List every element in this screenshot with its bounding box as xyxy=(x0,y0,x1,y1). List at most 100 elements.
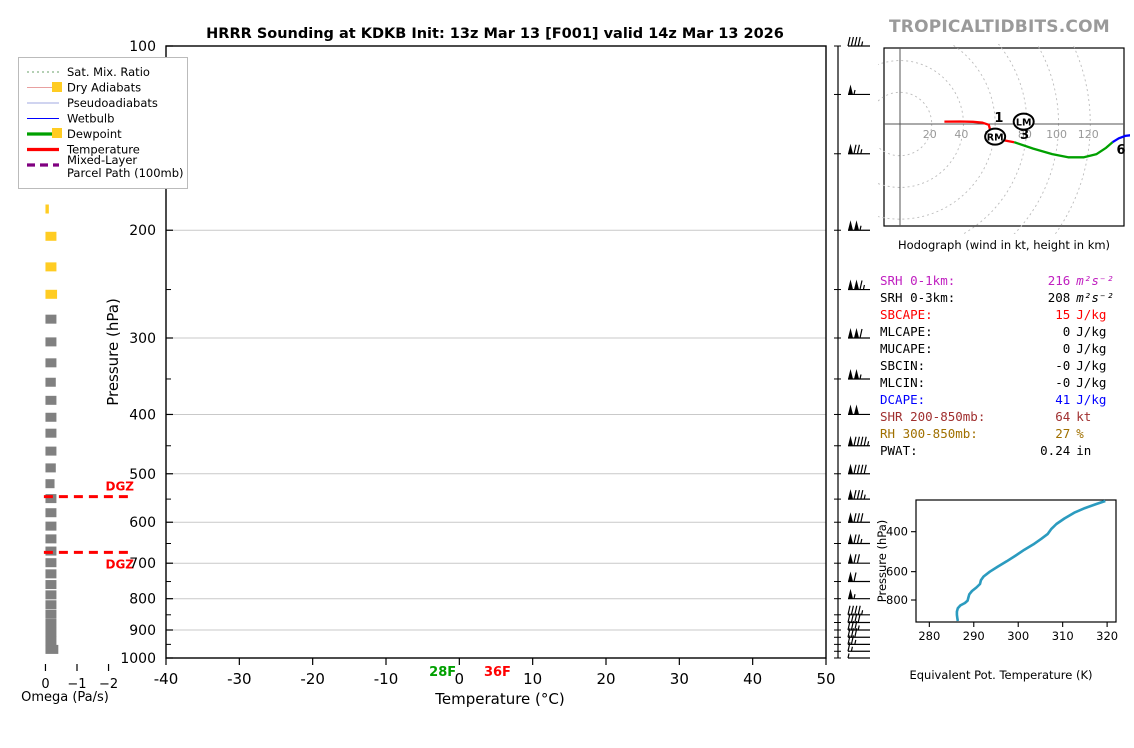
sounding-parameters-table: SRH 0-1km: 216 m²s⁻² SRH 0-3km: 208 m²s⁻² SBCA… xyxy=(880,272,1130,459)
svg-text:LM: LM xyxy=(1016,118,1032,129)
stat-label: MLCAPE: xyxy=(880,323,933,339)
stat-row: MLCAPE: 0 J/kg xyxy=(880,323,1130,340)
svg-text:280: 280 xyxy=(918,629,940,643)
stat-row: SRH 0-1km: 216 m²s⁻² xyxy=(880,272,1130,289)
svg-text:-20: -20 xyxy=(300,670,325,688)
svg-text:700: 700 xyxy=(129,556,156,572)
svg-text:Pressure (hPa): Pressure (hPa) xyxy=(875,520,889,603)
svg-text:Mixed-Layer: Mixed-Layer xyxy=(67,153,137,167)
svg-text:40: 40 xyxy=(743,670,762,688)
svg-text:Pressure (hPa): Pressure (hPa) xyxy=(104,298,122,406)
stat-label: RH 300-850mb: xyxy=(880,425,978,441)
svg-text:400: 400 xyxy=(886,525,908,539)
stat-row: SBCIN: -0 J/kg xyxy=(880,357,1130,374)
omega-chart: DGZ DGZ 0 −1 −2 xyxy=(41,66,134,692)
stat-unit: J/kg xyxy=(1076,341,1107,356)
stat-label: SHR 200-850mb: xyxy=(880,408,986,424)
svg-text:500: 500 xyxy=(129,467,156,483)
svg-text:100: 100 xyxy=(1046,128,1067,141)
svg-text:200: 200 xyxy=(129,223,156,239)
thetae-panel: 280 290 300 310 320 400 600 800 Pressure (hPa) xyxy=(872,492,1130,652)
stat-row: MUCAPE: 0 J/kg xyxy=(880,340,1130,357)
hodograph-chart: 2040608010012012369LMRM xyxy=(878,44,1130,234)
stat-label: SRH 0-1km: xyxy=(880,272,956,288)
stat-label: PWAT: xyxy=(880,442,918,458)
svg-text:310: 310 xyxy=(1052,629,1074,643)
svg-text:Sat. Mix. Ratio: Sat. Mix. Ratio xyxy=(67,65,150,79)
stat-unit: % xyxy=(1076,426,1084,441)
skewt-panel: 1246810131620243036100200300400500600700… xyxy=(104,36,870,688)
svg-text:Dewpoint: Dewpoint xyxy=(67,127,122,141)
legend-graphic: Sat. Mix. Ratio Dry AdiabatsPseudoadiabat… xyxy=(27,65,184,180)
svg-text:400: 400 xyxy=(129,407,156,423)
hodograph-caption: Hodograph (wind in kt, height in km) xyxy=(897,238,1111,252)
stat-value: 216 xyxy=(1047,273,1071,288)
svg-text:600: 600 xyxy=(886,565,908,579)
svg-text:28F: 28F xyxy=(429,665,456,680)
svg-text:1000: 1000 xyxy=(120,651,156,667)
svg-text:10: 10 xyxy=(523,670,542,688)
stat-row: SHR 200-850mb: 64 kt xyxy=(880,408,1130,425)
stat-unit: J/kg xyxy=(1076,358,1107,373)
svg-text:-10: -10 xyxy=(374,670,399,688)
stat-value: 0 xyxy=(1062,341,1071,356)
stat-value: 41 xyxy=(1055,392,1071,407)
stat-label: SBCAPE: xyxy=(880,306,933,322)
stat-value: -0 xyxy=(1055,375,1071,390)
svg-text:−2: −2 xyxy=(99,677,118,692)
svg-text:900: 900 xyxy=(129,623,156,639)
legend-box: Sat. Mix. Ratio Dry Adiabats Pseudoadiabat… xyxy=(18,57,188,189)
svg-text:3: 3 xyxy=(1020,128,1029,143)
stat-label: SBCIN: xyxy=(880,357,926,373)
omega-panel: DGZ DGZ 0 −1 −2 xyxy=(0,40,145,720)
stat-unit: J/kg xyxy=(1076,307,1107,322)
hodograph-panel: 2040608010012012369LMRM xyxy=(878,44,1130,234)
stat-label: MUCAPE: xyxy=(880,340,933,356)
stat-value: 0.24 xyxy=(1040,443,1071,458)
stat-unit: J/kg xyxy=(1076,324,1107,339)
stats-panel: SRH 0-1km: 216 m²s⁻² SRH 0-3km: 208 m²s⁻² SBCA… xyxy=(880,272,1130,459)
svg-text:RM: RM xyxy=(987,133,1004,144)
svg-text:20: 20 xyxy=(923,128,937,141)
svg-text:320: 320 xyxy=(1096,629,1118,643)
svg-text:0: 0 xyxy=(455,670,465,688)
stat-unit: m²s⁻² xyxy=(1076,290,1114,305)
thetae-xaxis-label: Equivalent Pot. Temperature (K) xyxy=(909,668,1093,682)
skewt-xaxis-label: Temperature (°C) xyxy=(435,690,565,708)
svg-text:Temperature: Temperature xyxy=(66,143,140,157)
svg-text:300: 300 xyxy=(1007,629,1029,643)
site-watermark: TROPICALTIDBITS.COM xyxy=(889,17,1110,37)
stat-unit: kt xyxy=(1076,409,1092,424)
svg-text:30: 30 xyxy=(670,670,689,688)
svg-text:−1: −1 xyxy=(67,677,86,692)
stat-unit: m²s⁻² xyxy=(1076,273,1114,288)
svg-text:DGZ: DGZ xyxy=(105,557,134,571)
stat-row: DCAPE: 41 J/kg xyxy=(880,391,1130,408)
stat-label: SRH 0-3km: xyxy=(880,289,956,305)
svg-text:6: 6 xyxy=(1116,143,1125,158)
stat-row: SRH 0-3km: 208 m²s⁻² xyxy=(880,289,1130,306)
stat-unit: J/kg xyxy=(1076,375,1107,390)
svg-text:1: 1 xyxy=(994,111,1003,126)
svg-text:-40: -40 xyxy=(154,670,179,688)
stat-unit: J/kg xyxy=(1076,392,1107,407)
svg-text:50: 50 xyxy=(816,670,835,688)
omega-axis-label: Omega (Pa/s) xyxy=(21,690,109,705)
svg-text:40: 40 xyxy=(954,128,968,141)
stat-row: SBCAPE: 15 J/kg xyxy=(880,306,1130,323)
stat-value: 27 xyxy=(1055,426,1071,441)
page-title: HRRR Sounding at KDKB Init: 13z Mar 13 [… xyxy=(206,26,784,42)
stat-value: 0 xyxy=(1062,324,1071,339)
svg-text:290: 290 xyxy=(963,629,985,643)
stat-value: 15 xyxy=(1055,307,1071,322)
svg-text:Parcel Path (100mb): Parcel Path (100mb) xyxy=(67,166,184,180)
stat-row: PWAT: 0.24 in xyxy=(880,442,1130,459)
svg-text:600: 600 xyxy=(129,515,156,531)
svg-text:DGZ: DGZ xyxy=(105,480,134,494)
stat-label: DCAPE: xyxy=(880,391,926,407)
svg-text:Pseudoadiabats: Pseudoadiabats xyxy=(67,96,158,110)
svg-text:0: 0 xyxy=(41,677,49,692)
stat-row: RH 300-850mb: 27% xyxy=(880,425,1130,442)
svg-text:36F: 36F xyxy=(484,665,511,680)
